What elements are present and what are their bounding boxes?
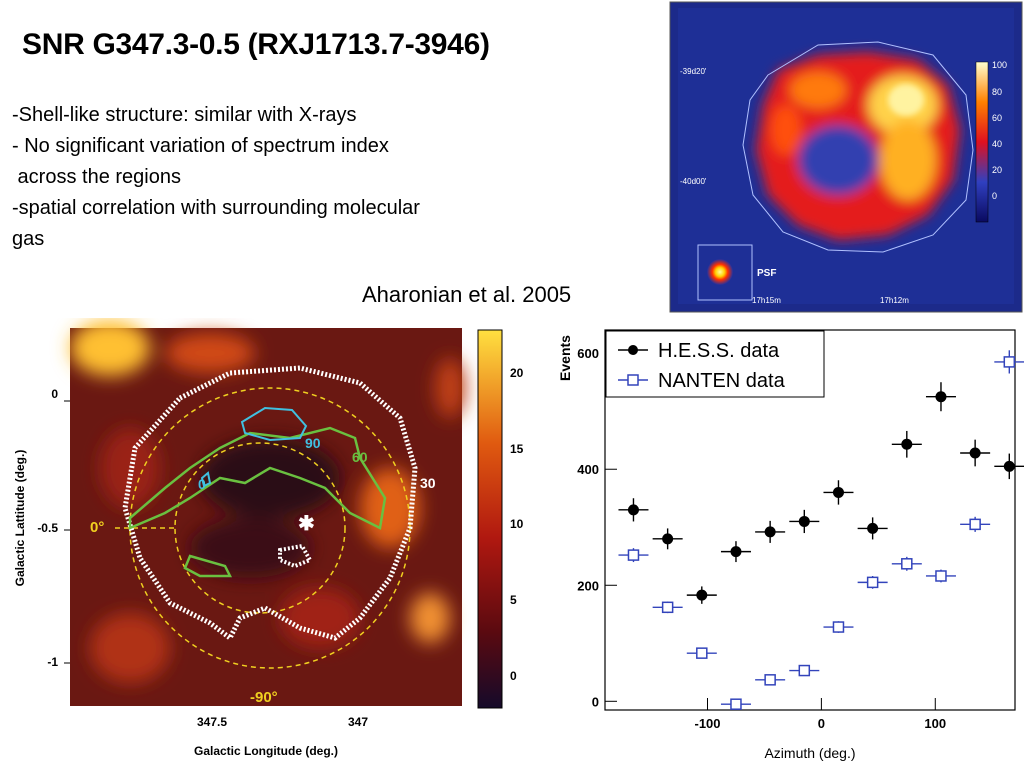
green-contour [128,426,387,530]
legend: H.E.S.S. data NANTEN data [605,330,825,398]
map-colorbar-tick: 5 [510,593,517,607]
chart-ylabel: Events [557,335,573,381]
map-xtick: 347.5 [197,715,227,729]
contour-label: 90 [305,435,321,451]
hess-point [935,391,947,403]
colorbar-tick: 100 [992,60,1007,70]
nanten-point [730,698,742,710]
y-tick-label: 200 [577,578,599,593]
nanten-point [661,601,674,614]
y-tick-label: 600 [577,346,599,361]
hess-point [764,526,776,538]
hess-point [627,504,639,516]
nanten-point [627,549,640,561]
contour-label: 30 [420,475,436,491]
y-tick-label: 0 [592,694,599,709]
bullet-list: -Shell-like structure: similar with X-ra… [12,100,552,255]
ra-label: 17h15m [752,296,781,305]
hess-sky-image: -39d20' -40d00' 17h15m 17h12m PSF 100 80… [669,1,1023,313]
legend-marker-nanten [627,374,639,386]
cyan-contour [240,406,308,442]
x-tick-label: 0 [818,716,825,731]
dec-label: -39d20' [680,67,707,76]
nanten-point [696,647,708,659]
hess-point [662,533,674,545]
plot-frame [604,329,1016,711]
nanten-point [764,674,776,686]
map-ytick: 0 [51,387,58,401]
hess-point [730,546,742,558]
map-colorbar [477,329,503,709]
sky-shell [756,52,960,240]
hess-point [832,486,844,498]
galactic-map: ✱ 90 60 30 0 0° -90° 0 -0.5 -1 347.5 347… [13,320,524,758]
x-tick-label: -100 [694,716,720,731]
nanten-point [832,621,845,633]
angle-label: 0° [90,519,104,536]
bullet-item: gas [12,228,45,250]
colorbar-tick: 60 [992,113,1002,123]
bullet-item: -spatial correlation with surrounding mo… [12,197,420,219]
nanten-point [901,558,913,570]
colorbar-tick: 0 [992,191,997,201]
hess-point [969,447,981,459]
bullet-item: - No significant variation of spectrum i… [12,135,389,157]
hess-point [696,589,708,601]
colorbar-tick: 20 [992,165,1002,175]
y-tick-label: 400 [577,462,599,477]
nanten-point [798,664,811,677]
top-colorbar [975,61,989,223]
citation: Aharonian et al. 2005 [362,282,572,307]
colorbar-tick: 80 [992,87,1002,97]
legend-label: H.E.S.S. data [658,340,780,362]
dec-label: -40d00' [680,177,707,186]
map-colorbar-tick: 10 [510,517,524,531]
psf-label: PSF [757,268,776,279]
center-star-marker: ✱ [298,513,315,535]
axis-ticks: 0 200 400 600 -100 0 100 [577,346,946,731]
nanten-point [969,518,981,531]
hess-point [1003,460,1015,472]
legend-label: NANTEN data [658,370,786,392]
map-ylabel: Galactic Lattitude (deg.) [13,450,27,587]
hess-point [867,522,879,534]
map-heat [70,320,465,683]
bullet-item: -Shell-like structure: similar with X-ra… [12,104,357,126]
x-tick-label: 100 [924,716,946,731]
legend-marker-hess [628,345,638,355]
data-marks [618,350,1024,710]
map-colorbar-tick: 15 [510,442,524,456]
sky-contour [742,41,974,253]
map-colorbar-tick: 0 [510,669,517,683]
colorbar-tick: 40 [992,139,1002,149]
contour-label: 60 [352,449,368,465]
page-title: SNR G347.3-0.5 (RXJ1713.7-3946) [22,28,490,61]
inner-dashed-circle [174,442,346,614]
bullet-item: across the regions [12,166,181,188]
nanten-point [1003,356,1016,368]
map-ytick: -0.5 [37,521,58,535]
nanten-point [935,570,947,582]
map-ytick: -1 [47,655,58,669]
ra-label: 17h12m [880,296,909,305]
map-xtick: 347 [348,715,368,729]
map-colorbar-tick: 20 [510,366,524,380]
hess-point [901,438,913,450]
legend-box [605,330,825,398]
angle-label: -90° [250,689,278,706]
hess-point [798,515,810,527]
map-xlabel: Galactic Longitude (deg.) [194,744,338,758]
contour-label: 0 [198,476,206,492]
azimuth-chart: 0 200 400 600 -100 0 100 H.E.S.S. data NANTEN … [557,329,1024,761]
white-contour [122,365,418,642]
nanten-point [866,576,879,589]
psf-spot [707,259,733,285]
chart-xlabel: Azimuth (deg.) [764,745,855,761]
